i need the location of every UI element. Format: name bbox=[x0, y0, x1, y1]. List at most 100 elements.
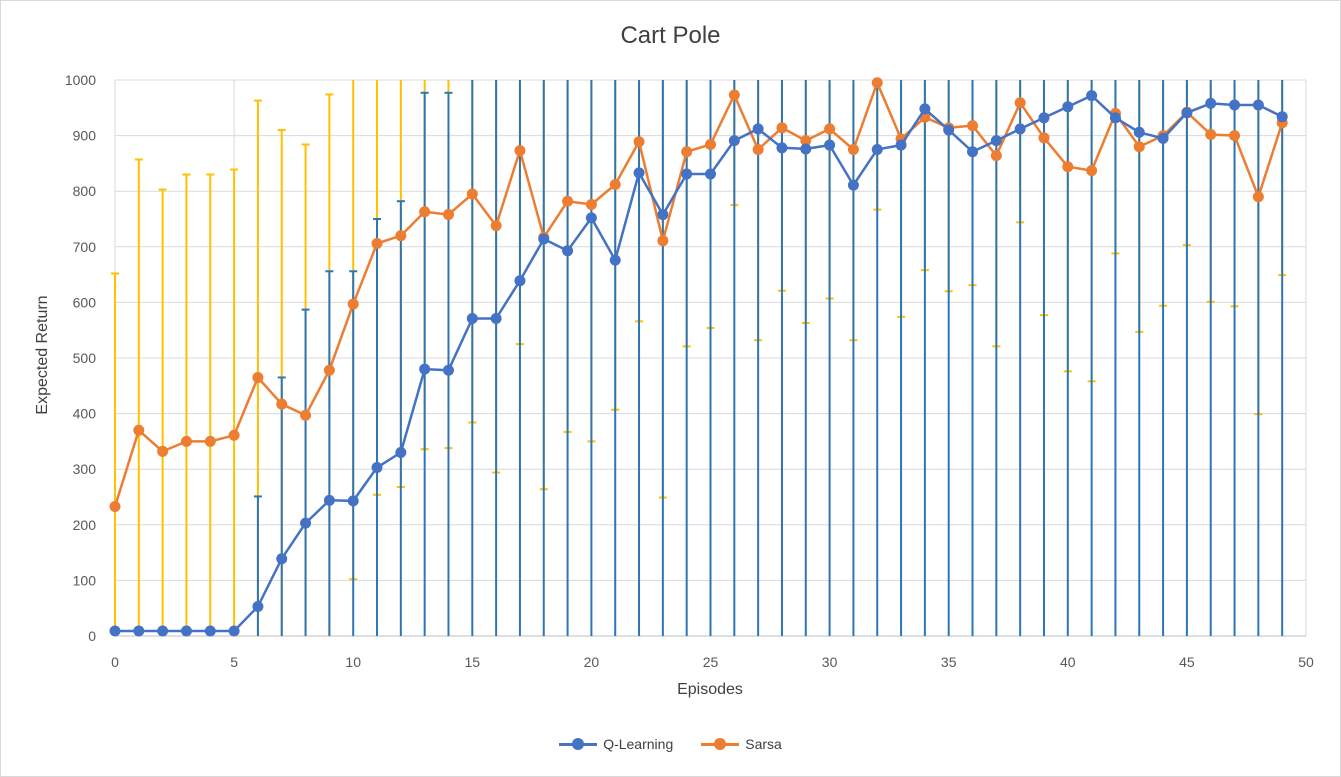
data-point-q-learning bbox=[538, 233, 550, 245]
data-point-sarsa bbox=[752, 144, 764, 155]
data-point-sarsa bbox=[323, 364, 335, 376]
x-tick-label: 35 bbox=[941, 654, 957, 670]
series-line-q-learning bbox=[115, 94, 1283, 633]
y-tick-label: 800 bbox=[73, 183, 97, 199]
series-line-sarsa bbox=[113, 81, 1284, 507]
legend-swatch-q-learning bbox=[559, 738, 598, 750]
data-point-sarsa bbox=[728, 89, 740, 101]
data-point-sarsa bbox=[204, 435, 216, 447]
data-point-q-learning bbox=[442, 364, 454, 376]
data-point-q-learning bbox=[514, 275, 526, 287]
data-point-q-learning bbox=[1181, 107, 1193, 119]
data-point-q-learning bbox=[1157, 132, 1169, 144]
data-point-q-learning bbox=[228, 625, 240, 637]
data-point-q-learning bbox=[1205, 97, 1217, 109]
data-point-q-learning bbox=[1062, 101, 1074, 113]
data-point-sarsa bbox=[681, 146, 693, 158]
data-point-q-learning bbox=[490, 313, 502, 325]
data-point-q-learning bbox=[847, 179, 859, 191]
data-point-q-learning bbox=[466, 313, 478, 325]
data-point-sarsa bbox=[1014, 97, 1026, 109]
data-point-q-learning bbox=[705, 168, 716, 180]
data-point-sarsa bbox=[633, 136, 645, 148]
x-tick-label: 0 bbox=[111, 654, 119, 670]
x-tick-label: 50 bbox=[1298, 654, 1314, 670]
data-point-sarsa bbox=[657, 235, 669, 247]
data-point-q-learning bbox=[109, 625, 121, 637]
data-point-q-learning bbox=[824, 139, 836, 151]
data-point-q-learning bbox=[180, 625, 192, 637]
data-point-q-learning bbox=[371, 462, 383, 474]
data-point-sarsa bbox=[466, 188, 478, 200]
data-point-sarsa bbox=[133, 424, 145, 436]
data-point-q-learning bbox=[633, 167, 645, 179]
legend-item-sarsa: Sarsa bbox=[701, 736, 782, 752]
data-point-q-learning bbox=[395, 447, 407, 459]
data-point-sarsa bbox=[1038, 132, 1050, 144]
data-point-q-learning bbox=[1229, 99, 1241, 111]
data-point-sarsa bbox=[1229, 130, 1241, 142]
data-point-sarsa bbox=[228, 429, 240, 441]
data-point-sarsa bbox=[1252, 191, 1264, 203]
x-tick-label: 20 bbox=[584, 654, 600, 670]
data-point-sarsa bbox=[609, 179, 621, 191]
legend: Q-Learning Sarsa bbox=[0, 736, 1341, 752]
data-point-q-learning bbox=[276, 553, 288, 565]
data-point-q-learning bbox=[419, 363, 431, 375]
data-point-q-learning bbox=[681, 168, 693, 180]
data-point-q-learning bbox=[1086, 90, 1098, 102]
y-tick-label: 0 bbox=[88, 628, 96, 644]
y-tick-label: 1000 bbox=[65, 72, 96, 88]
data-point-sarsa bbox=[395, 230, 407, 242]
data-point-sarsa bbox=[514, 145, 526, 157]
x-tick-label: 25 bbox=[703, 654, 719, 670]
chart-title: Cart Pole bbox=[620, 22, 721, 49]
data-point-q-learning bbox=[323, 494, 335, 506]
data-point-q-learning bbox=[1133, 126, 1145, 138]
data-point-q-learning bbox=[1038, 112, 1050, 124]
data-point-q-learning bbox=[752, 123, 764, 135]
y-tick-label: 500 bbox=[73, 350, 97, 366]
y-tick-label: 400 bbox=[73, 406, 97, 422]
data-point-sarsa bbox=[562, 195, 574, 207]
data-point-sarsa bbox=[847, 144, 859, 155]
data-point-sarsa bbox=[157, 445, 169, 457]
data-point-q-learning bbox=[562, 245, 574, 257]
legend-label-sarsa: Sarsa bbox=[745, 736, 782, 752]
data-point-sarsa bbox=[371, 237, 383, 249]
data-point-sarsa bbox=[252, 371, 264, 383]
data-point-q-learning bbox=[204, 625, 216, 637]
data-point-q-learning bbox=[776, 142, 788, 154]
data-point-sarsa bbox=[1086, 165, 1098, 177]
x-tick-label: 5 bbox=[230, 654, 238, 670]
data-point-q-learning bbox=[347, 495, 359, 507]
y-tick-label: 300 bbox=[73, 461, 97, 477]
x-tick-label: 10 bbox=[345, 654, 361, 670]
data-point-q-learning bbox=[1276, 111, 1288, 123]
legend-item-q-learning: Q-Learning bbox=[559, 736, 673, 752]
data-point-sarsa bbox=[967, 120, 979, 132]
x-tick-label: 45 bbox=[1179, 654, 1195, 670]
data-point-sarsa bbox=[824, 123, 836, 135]
data-point-q-learning bbox=[585, 212, 597, 224]
data-point-sarsa bbox=[490, 220, 502, 232]
data-point-q-learning bbox=[943, 124, 955, 136]
data-point-q-learning bbox=[300, 517, 312, 529]
x-tick-label: 30 bbox=[822, 654, 838, 670]
data-point-sarsa bbox=[990, 150, 1002, 162]
data-point-q-learning bbox=[1014, 123, 1026, 135]
y-tick-label: 200 bbox=[73, 517, 97, 533]
data-point-sarsa bbox=[705, 138, 716, 150]
data-point-sarsa bbox=[1205, 128, 1217, 140]
data-point-q-learning bbox=[1252, 99, 1264, 111]
data-point-sarsa bbox=[776, 122, 788, 134]
data-point-sarsa bbox=[871, 77, 883, 89]
data-point-q-learning bbox=[1109, 112, 1121, 124]
y-tick-label: 100 bbox=[73, 572, 97, 588]
data-point-q-learning bbox=[895, 139, 907, 151]
data-point-q-learning bbox=[990, 135, 1002, 147]
y-tick-label: 700 bbox=[73, 239, 97, 255]
data-point-q-learning bbox=[252, 601, 264, 613]
data-point-q-learning bbox=[871, 144, 883, 155]
